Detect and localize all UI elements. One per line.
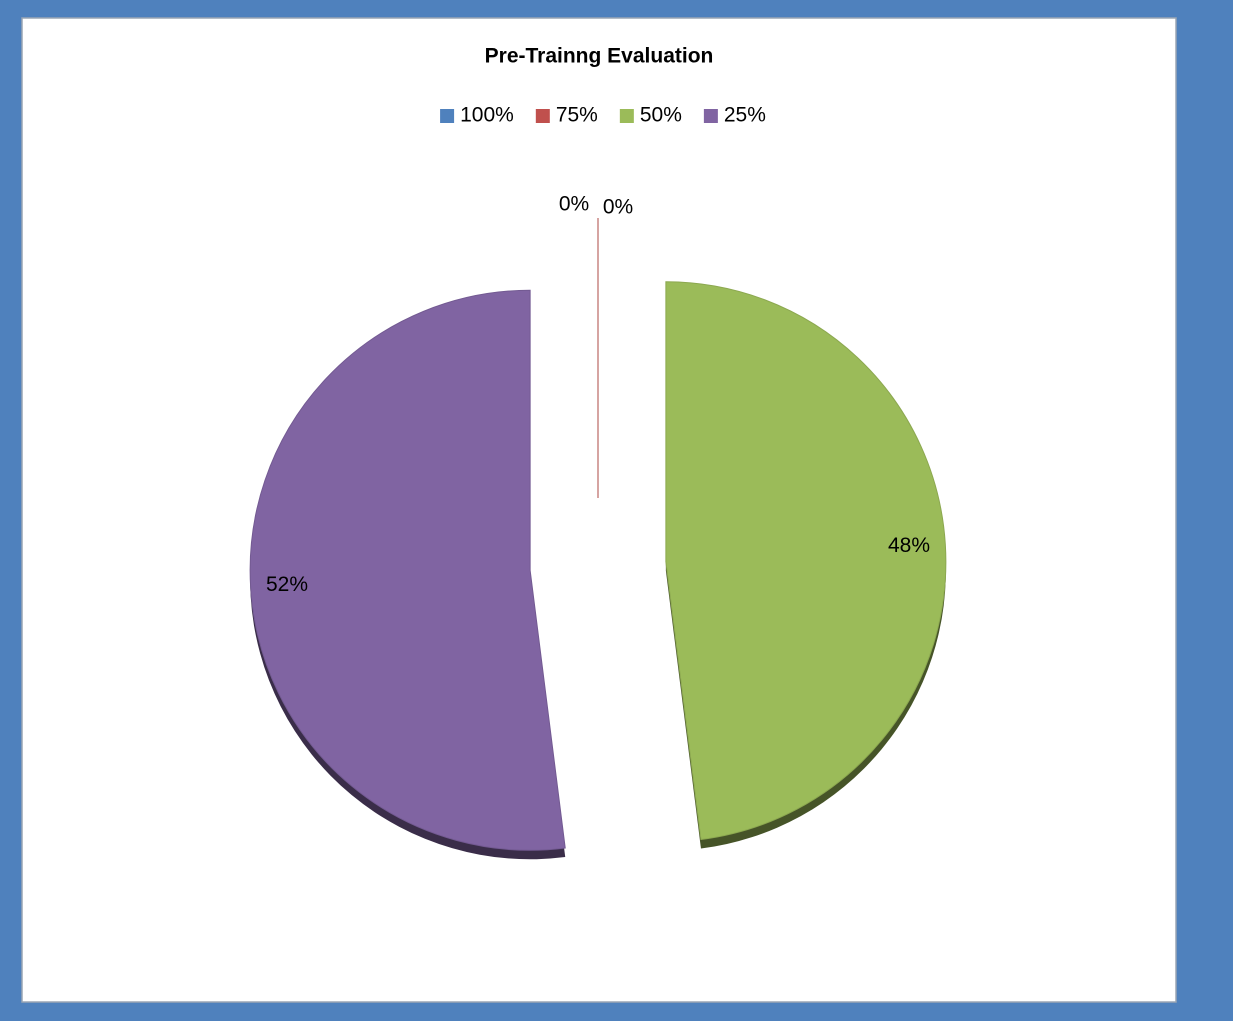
legend-swatch: [440, 109, 455, 123]
legend-swatch: [619, 109, 634, 123]
legend-swatch: [703, 109, 718, 123]
legend: 100% 75% 50% 25%: [440, 104, 766, 127]
legend-swatch: [535, 109, 550, 123]
legend-label: 100%: [460, 104, 514, 127]
legend-label: 50%: [640, 104, 682, 127]
slice: [249, 289, 566, 851]
chart-title: Pre-Trainng Evaluation: [485, 45, 714, 68]
slice: [665, 281, 947, 841]
plot-panel: [21, 17, 1177, 1003]
data-label: 48%: [888, 534, 930, 557]
legend-label: 75%: [556, 104, 598, 127]
legend-label: 25%: [724, 104, 766, 127]
data-label: 0%: [603, 195, 633, 218]
data-label: 52%: [266, 573, 308, 596]
data-label: 0%: [559, 192, 589, 215]
